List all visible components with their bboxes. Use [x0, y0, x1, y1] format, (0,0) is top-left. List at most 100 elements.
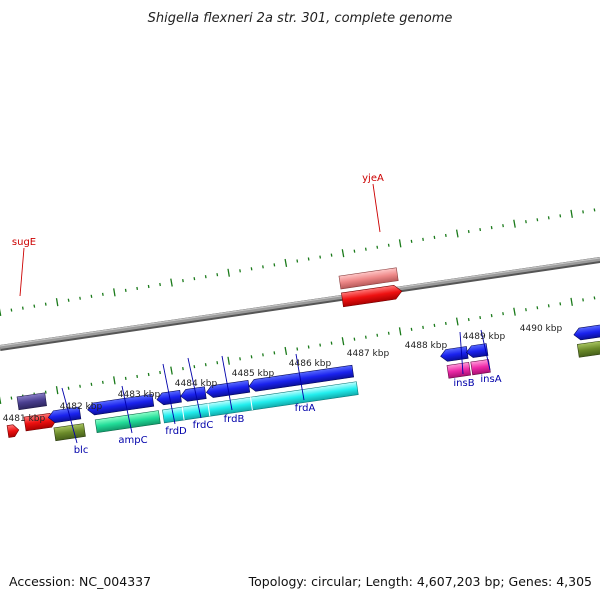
outer-tick-mark	[387, 243, 390, 247]
outer-tick-mark	[262, 265, 264, 269]
inner-tick-mark	[410, 327, 413, 331]
inner-tick-mark	[479, 315, 482, 320]
inner-tick-mark	[67, 386, 70, 390]
gene-leader-lines	[19, 183, 491, 444]
inner-tick-mark	[319, 343, 322, 347]
inner-tick-mark	[170, 366, 173, 375]
inner-tick-mark	[113, 376, 116, 385]
inner-tick-mark	[398, 327, 402, 336]
outer-tick-mark	[513, 219, 516, 228]
feature-olive	[53, 423, 86, 442]
outer-tick-mark	[502, 224, 504, 228]
outer-tick-mark	[90, 294, 93, 298]
feature-cyan-operon	[162, 381, 359, 424]
inner-tick-mark	[136, 374, 139, 379]
inner-tick-mark	[341, 337, 345, 346]
inner-tick-mark	[273, 351, 276, 355]
inner-tick-mark	[513, 307, 516, 316]
gene-label-blc: blc	[74, 445, 89, 456]
feature-blc	[47, 406, 82, 423]
kbp-label: 4488 kbp	[405, 341, 448, 351]
inner-tick-mark	[284, 346, 288, 356]
outer-tick-mark	[593, 208, 596, 212]
feature-teal	[94, 410, 161, 434]
inner-tick-mark	[502, 312, 504, 316]
gene-label-frdB: frdB	[224, 414, 245, 425]
outer-tick-mark	[559, 214, 562, 218]
gene-label-frdA: frdA	[295, 403, 316, 414]
feature-pink-1	[446, 361, 471, 379]
outer-tick-mark	[422, 237, 424, 242]
outer-tick-mark	[193, 277, 196, 281]
inner-tick-mark	[55, 386, 59, 395]
inner-tick-mark	[124, 376, 127, 381]
outer-tick-mark	[547, 216, 550, 220]
outer-tick-mark	[490, 225, 493, 230]
inner-tick-mark	[227, 356, 230, 365]
inner-tick-mark	[376, 333, 379, 337]
inner-tick-mark	[422, 325, 424, 330]
feature-frdA	[248, 364, 355, 392]
outer-tick-mark	[239, 269, 241, 273]
inner-tick-mark	[307, 345, 310, 349]
outer-tick-mark	[250, 267, 253, 271]
outer-tick-mark	[10, 308, 13, 312]
kbp-label: 4484 kbp	[175, 379, 218, 389]
outer-tick-mark	[364, 247, 367, 251]
outer-tick-mark	[525, 220, 527, 224]
inner-tick-mark	[79, 384, 81, 388]
outer-tick-mark	[44, 302, 47, 306]
outer-tick-mark	[79, 296, 81, 300]
inner-tick-mark	[547, 304, 550, 308]
outer-tick-mark	[455, 229, 459, 238]
outer-tick-mark	[33, 304, 36, 308]
inner-tick-mark	[593, 296, 596, 300]
inner-tick-mark	[387, 331, 390, 335]
inner-tick-mark	[444, 321, 447, 326]
top-strand-features	[6, 267, 403, 438]
gene-label-sugE: sugE	[12, 237, 36, 248]
inner-tick-mark	[90, 382, 93, 386]
outer-tick-mark	[273, 263, 276, 267]
outer-tick-mark	[467, 229, 470, 234]
outer-tick-mark	[227, 268, 230, 277]
feature-purple	[16, 392, 47, 411]
inner-tick-mark	[193, 365, 196, 369]
kbp-label: 4486 kbp	[289, 359, 332, 369]
kbp-label: 4481 kbp	[3, 414, 46, 424]
inner-tick-mark	[182, 366, 184, 371]
outer-tick-mark	[284, 258, 288, 268]
gene-label-ampC: ampC	[118, 435, 147, 446]
outer-tick-mark	[182, 278, 184, 283]
accession-text: Accession: NC_004337	[9, 574, 151, 589]
outer-tick-mark	[398, 239, 402, 248]
outer-tick-mark	[433, 235, 436, 240]
kbp-label: 4482 kbp	[60, 402, 103, 412]
inner-tick-mark	[216, 361, 219, 365]
inner-tick-mark	[433, 323, 436, 328]
inner-tick-mark	[559, 302, 562, 306]
feature-pink-2	[470, 359, 491, 376]
outer-tick-mark	[570, 209, 573, 218]
inner-tick-mark	[262, 353, 264, 357]
feature-frdD	[156, 389, 182, 406]
gene-label-frdC: frdC	[193, 420, 214, 431]
feature-right-olive	[576, 337, 600, 358]
inner-tick-mark	[296, 347, 299, 351]
outer-tick-mark	[113, 288, 116, 297]
inner-tick-mark	[353, 337, 356, 341]
feature-frdC	[180, 386, 207, 402]
feature-right-blue	[573, 321, 600, 341]
gene-label-insB: insB	[453, 378, 474, 389]
outer-tick-track	[0, 208, 596, 317]
outer-tick-mark	[353, 249, 356, 253]
bottom-strand-features	[47, 321, 600, 442]
outer-tick-mark	[582, 210, 584, 214]
kbp-label: 4490 kbp	[520, 324, 563, 334]
outer-tick-mark	[136, 286, 139, 291]
inner-tick-mark	[330, 341, 333, 345]
kbp-label: 4485 kbp	[232, 369, 275, 379]
genome-summary-text: Topology: circular; Length: 4,607,203 bp…	[248, 574, 592, 589]
inner-tick-mark	[582, 298, 584, 302]
gene-label-yjeA: yjeA	[362, 173, 384, 184]
